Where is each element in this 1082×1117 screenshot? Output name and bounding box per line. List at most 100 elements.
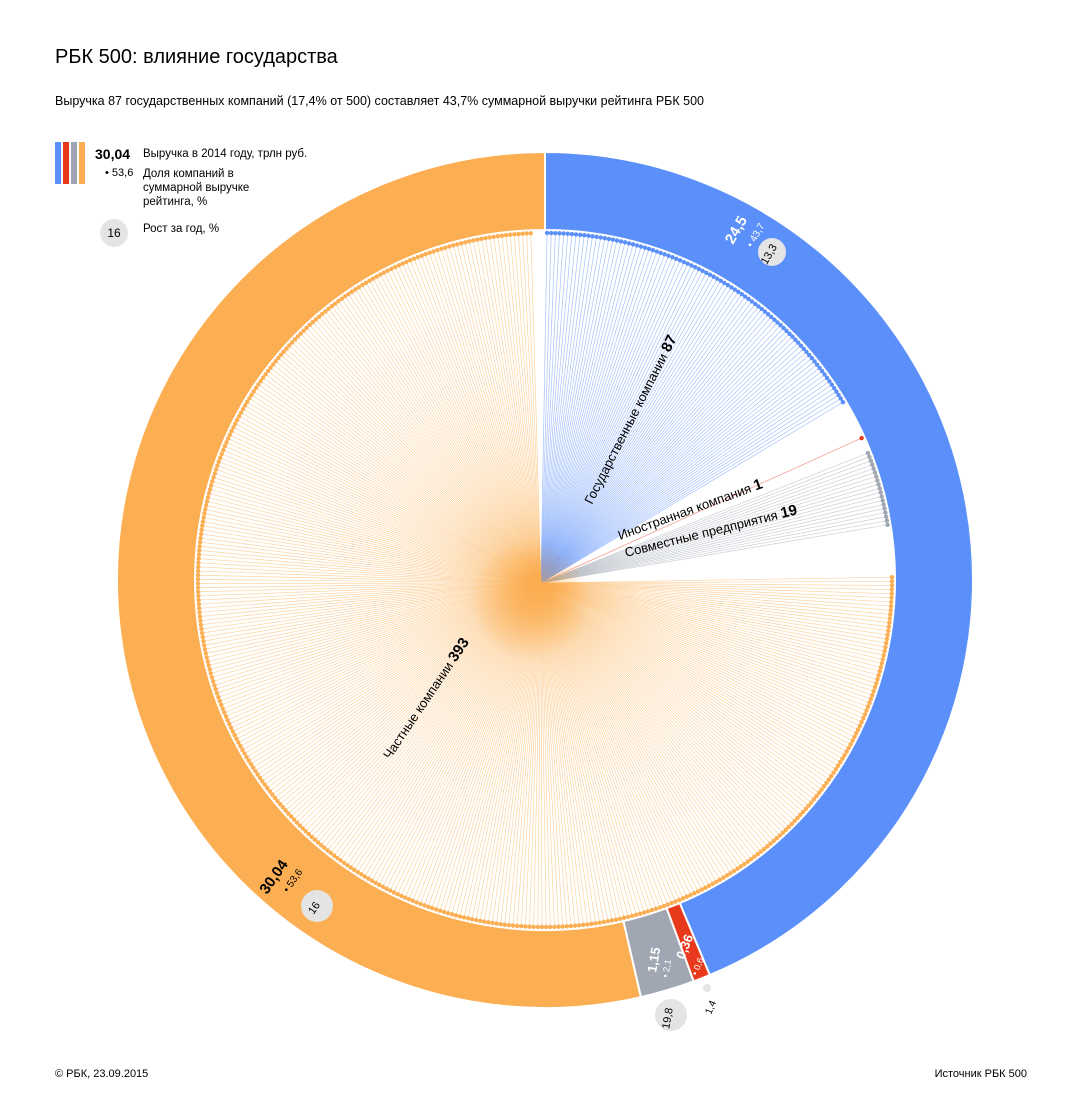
company-line [540, 245, 638, 584]
company-dot [445, 910, 451, 916]
company-line [540, 237, 602, 584]
company-dot [842, 752, 847, 758]
footer-source: Источник РБК 500 [934, 1068, 1027, 1080]
company-dot [840, 399, 846, 405]
legend-value-label: Выручка в 2014 году, трлн руб. [143, 148, 308, 160]
company-line [540, 236, 597, 584]
company-dot [441, 909, 447, 915]
company-dot [360, 282, 365, 288]
company-dot [415, 254, 421, 260]
company-dot [451, 243, 456, 248]
company-dot [811, 797, 817, 802]
company-line [540, 246, 642, 584]
company-dot [649, 907, 655, 913]
company-dot [200, 523, 205, 528]
company-dot [883, 514, 889, 519]
company-line [540, 582, 872, 700]
company-dot [244, 754, 249, 760]
company-dot [800, 809, 806, 815]
company-dot [565, 231, 570, 236]
company-line [540, 236, 593, 584]
company-line [540, 311, 766, 584]
company-dot [225, 718, 230, 723]
company-line [253, 391, 542, 584]
growth-circle [758, 238, 786, 266]
company-dot [245, 399, 250, 405]
company-line [540, 276, 714, 584]
company-line [321, 313, 542, 584]
company-dot [378, 272, 383, 277]
company-line [540, 280, 722, 584]
category-label: Государственные компании 87 [580, 332, 680, 507]
company-line [540, 254, 666, 584]
company-dot [780, 830, 786, 835]
company-dot [689, 263, 694, 268]
company-dot [304, 325, 309, 331]
company-line [540, 243, 630, 584]
company-dot [814, 362, 820, 367]
company-line [540, 235, 585, 584]
legend-value: 30,04 [95, 146, 131, 162]
company-dot [790, 334, 795, 339]
company-line [540, 582, 866, 715]
company-dot [195, 568, 201, 574]
company-dot [543, 924, 549, 930]
company-dot [801, 346, 806, 352]
company-dot [887, 616, 893, 621]
company-dot [888, 608, 893, 613]
company-dot [859, 435, 864, 441]
company-line [540, 582, 851, 745]
company-dot [867, 454, 872, 460]
company-line [540, 504, 884, 584]
company-dot [685, 261, 690, 266]
company-line [540, 582, 861, 727]
company-dot [277, 802, 283, 807]
company-dot [601, 919, 607, 925]
company-dot [622, 240, 628, 245]
company-line [540, 306, 759, 584]
company-line [540, 524, 888, 584]
company-line [509, 234, 542, 584]
company-dot [335, 855, 340, 861]
company-dot [889, 587, 895, 592]
company-dot [323, 309, 328, 314]
company-dot [809, 800, 814, 805]
company-dot [426, 904, 431, 909]
company-line [540, 582, 849, 749]
company-dot [399, 893, 404, 899]
company-line [300, 333, 542, 584]
company-line [540, 282, 725, 584]
company-dot [572, 923, 578, 928]
company-dot [419, 253, 424, 258]
company-dot [886, 624, 892, 629]
company-line [540, 492, 881, 584]
company-dot [196, 593, 201, 599]
company-dot [528, 231, 534, 236]
company-dot [784, 328, 789, 334]
company-dot [887, 620, 892, 625]
company-dot [195, 585, 201, 590]
company-dot [527, 924, 532, 929]
company-dot [629, 913, 635, 919]
company-dot [225, 436, 231, 441]
company-dot [196, 560, 201, 565]
company-dot [338, 858, 343, 863]
company-dot [762, 309, 768, 314]
company-dot [262, 782, 267, 787]
company-dot [840, 756, 845, 761]
company-dot [889, 595, 894, 601]
company-dot [870, 692, 875, 698]
company-line [440, 248, 542, 584]
company-dot [198, 622, 204, 628]
company-line [540, 327, 784, 584]
company-line [540, 250, 654, 584]
company-line [540, 582, 892, 599]
company-dot [297, 823, 302, 828]
company-line [540, 336, 793, 584]
company-dot [233, 421, 238, 426]
company-dot [699, 887, 704, 892]
company-dot [315, 840, 321, 845]
company-line [540, 364, 818, 584]
company-dot [593, 921, 598, 926]
company-dot [735, 866, 740, 871]
